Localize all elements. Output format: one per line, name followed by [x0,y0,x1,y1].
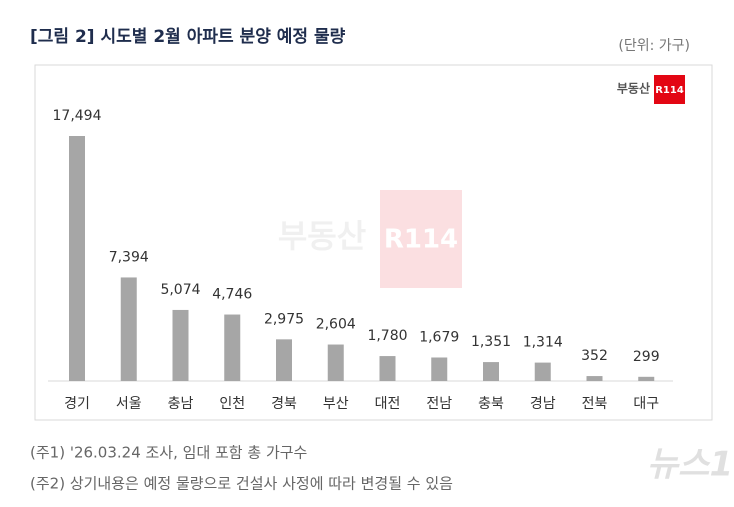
bar [224,314,241,381]
unit-label: (단위: 가구) [618,38,690,54]
watermark-box [380,190,462,288]
logo-name: 부동산 [617,81,650,96]
bar [172,309,189,381]
watermark-name: 부동산 [278,217,366,255]
x-tick-label: 부산 [323,396,349,412]
x-tick-label: 전북 [582,396,608,412]
x-tick-label: 서울 [116,396,142,412]
x-tick-label: 전남 [426,396,452,412]
bar [431,357,448,381]
value-label: 1,314 [523,335,563,351]
value-label: 299 [633,349,660,365]
plot-frame [34,64,713,421]
center-watermark: 부동산 R114 [278,190,462,288]
x-tick-label: 대구 [633,396,659,412]
bar [120,277,137,381]
bar [69,136,85,381]
value-label: 1,780 [367,328,407,344]
value-label: 4,746 [212,287,252,303]
bar [534,362,551,381]
value-label: 352 [581,348,608,364]
bar [379,356,396,381]
x-tick-label: 충북 [478,396,504,412]
logo-mark: R114 [655,85,684,96]
note: (주1) '26.03.24 조사, 임대 포함 총 가구수 [30,444,307,462]
bar [483,362,499,381]
x-tick-label: 경남 [530,396,556,412]
watermark-mark: R114 [384,225,458,255]
news-watermark: 뉴스1 [647,445,733,485]
logo-box [654,75,685,104]
bar [276,339,292,381]
x-tick-label: 인천 [219,396,245,412]
value-label: 1,679 [419,329,459,345]
x-tick-label: 경북 [271,396,297,412]
x-tick-label: 충남 [168,396,194,412]
value-label: 2,604 [316,317,356,333]
value-label: 17,494 [53,108,102,124]
bar [638,376,655,381]
bar [586,376,603,381]
x-tick-label: 대전 [375,396,401,412]
value-label: 7,394 [109,249,149,265]
value-label: 1,351 [471,334,511,350]
chart-title: [그림 2] 시도별 2월 아파트 분양 예정 물량 [30,27,346,47]
bar [327,344,344,381]
note: (주2) 상기내용은 예정 물량으로 건설사 사정에 따라 변경될 수 있음 [30,475,453,493]
value-label: 2,975 [264,311,304,327]
x-tick-label: 경기 [64,396,90,412]
value-label: 5,074 [160,282,200,298]
